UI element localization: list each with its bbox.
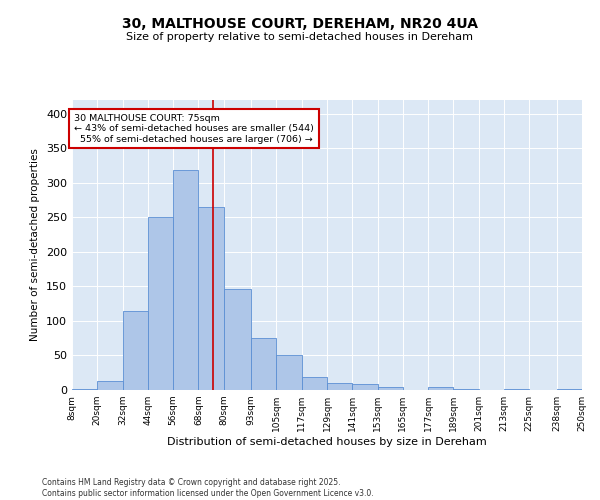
Bar — [148, 218, 173, 390]
Bar — [97, 381, 122, 390]
Text: 30 MALTHOUSE COURT: 75sqm
← 43% of semi-detached houses are smaller (544)
  55% : 30 MALTHOUSE COURT: 75sqm ← 43% of semi-… — [74, 114, 314, 144]
Bar — [251, 338, 277, 390]
Bar — [72, 388, 97, 390]
Bar — [277, 356, 302, 390]
Bar — [352, 384, 377, 390]
Bar — [199, 207, 224, 390]
X-axis label: Distribution of semi-detached houses by size in Dereham: Distribution of semi-detached houses by … — [167, 437, 487, 447]
Bar — [377, 386, 403, 390]
Bar — [224, 288, 251, 390]
Bar — [122, 310, 148, 390]
Text: Contains HM Land Registry data © Crown copyright and database right 2025.
Contai: Contains HM Land Registry data © Crown c… — [42, 478, 374, 498]
Bar — [327, 383, 352, 390]
Bar — [302, 377, 327, 390]
Text: 30, MALTHOUSE COURT, DEREHAM, NR20 4UA: 30, MALTHOUSE COURT, DEREHAM, NR20 4UA — [122, 18, 478, 32]
Y-axis label: Number of semi-detached properties: Number of semi-detached properties — [31, 148, 40, 342]
Bar — [428, 387, 454, 390]
Text: Size of property relative to semi-detached houses in Dereham: Size of property relative to semi-detach… — [127, 32, 473, 42]
Bar — [173, 170, 199, 390]
Bar — [557, 388, 582, 390]
